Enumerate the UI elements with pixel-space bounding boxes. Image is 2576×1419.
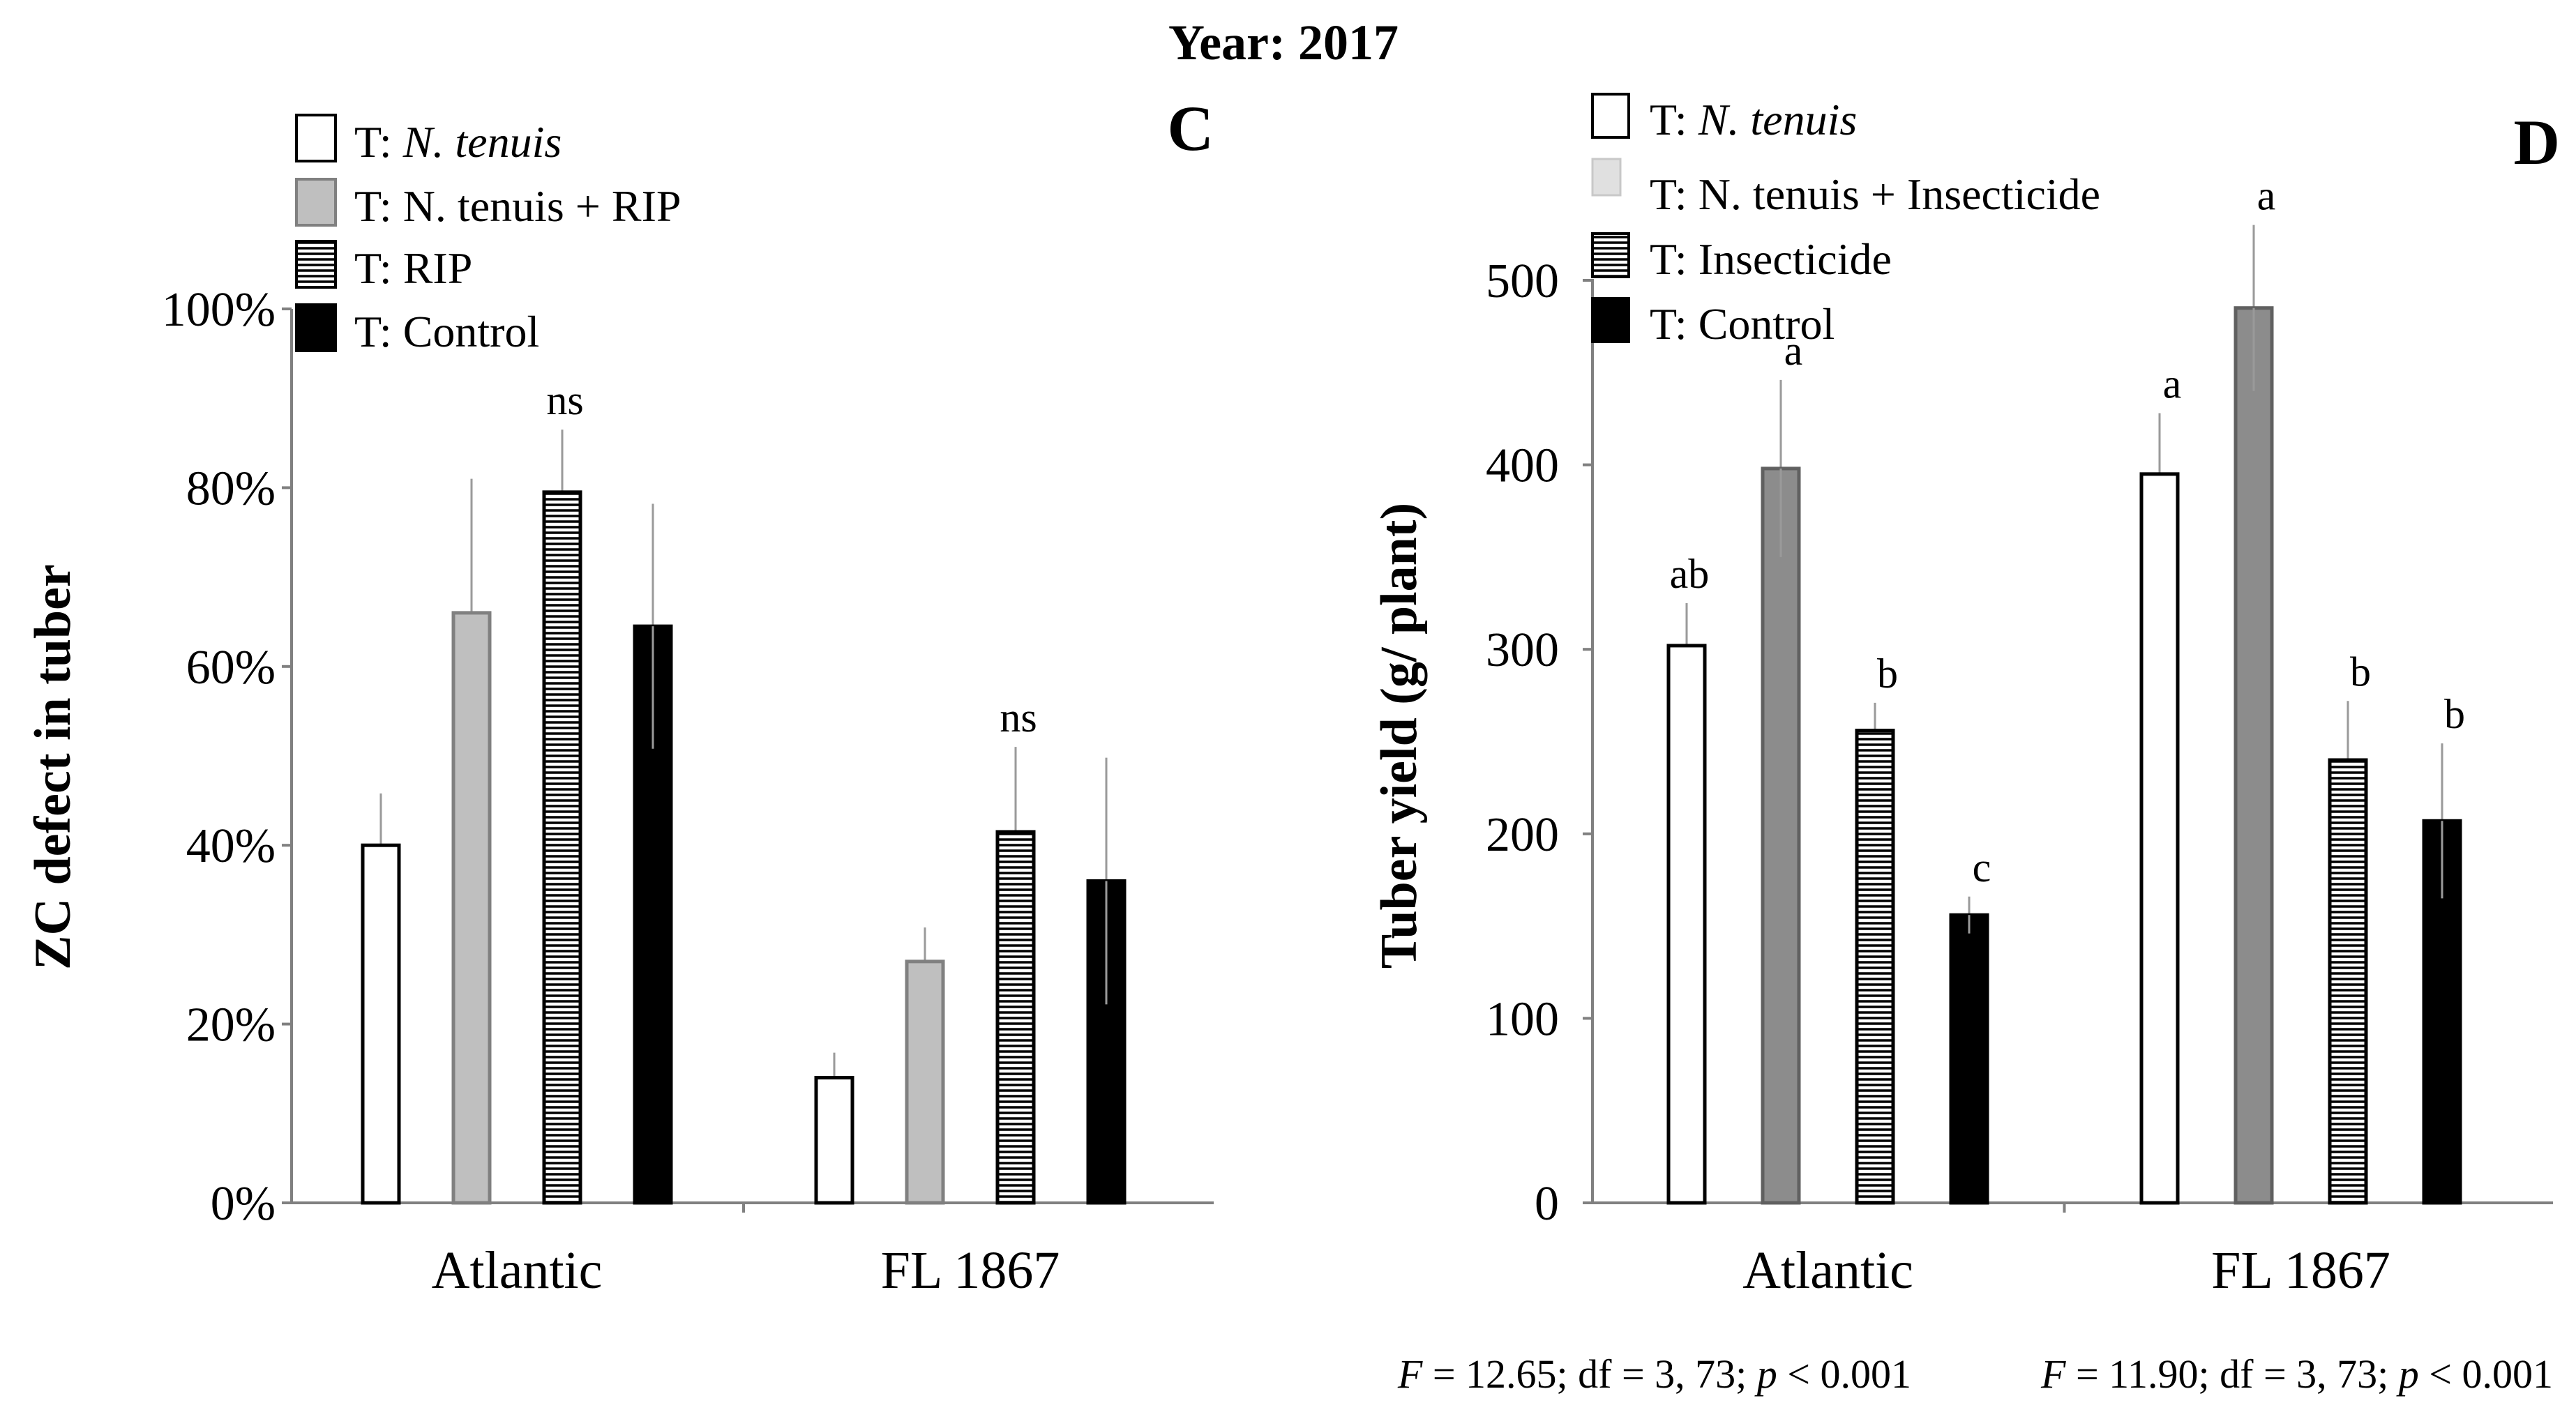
chart-d-stats: F = 11.90; df = 3, 73; p < 0.001	[2040, 1351, 2553, 1397]
bar	[451, 611, 492, 1205]
y-tick-label: 20%	[186, 999, 276, 1052]
significance-letter: b	[2444, 691, 2465, 737]
bar	[2139, 472, 2180, 1205]
legend-d-swatch-3	[1591, 232, 1630, 278]
legend-c-item-3: T: RIP	[295, 240, 472, 293]
legend-c-swatch-3	[295, 240, 337, 289]
significance-letter: a	[2257, 173, 2276, 219]
significance-letter: ns	[1000, 695, 1037, 741]
bar	[1855, 729, 1895, 1205]
x-category-label: FL 1867	[2211, 1241, 2390, 1300]
chart-c-stats: F = 12.65; df = 3, 73; p < 0.001	[1397, 1351, 1911, 1397]
significance-letter: b	[1877, 651, 1898, 697]
legend-d-label-4: T: Control	[1650, 299, 1835, 349]
bar	[1761, 466, 1801, 1205]
legend-d-item-4: T: Control	[1591, 297, 1835, 349]
significance-letter: ns	[546, 377, 583, 423]
bar	[995, 830, 1036, 1205]
bar	[2328, 758, 2368, 1205]
y-tick-label: 100%	[162, 283, 276, 337]
legend-d-swatch-4	[1591, 297, 1630, 343]
bar	[2234, 306, 2274, 1205]
panel-d-label: D	[2514, 107, 2560, 178]
y-tick-label: 200	[1486, 808, 1559, 862]
legend-c-item-1: T: N. tenuis	[295, 114, 562, 167]
y-tick-label: 500	[1486, 255, 1559, 308]
chart-d-ylabel: Tuber yield (g/ plant)	[1371, 503, 1428, 969]
panel-c-label: C	[1168, 93, 1214, 164]
y-tick-label: 60%	[186, 641, 276, 695]
y-tick-label: 80%	[186, 462, 276, 515]
legend-c-item-2: T: N. tenuis + RIP	[295, 178, 681, 231]
y-tick-label: 0	[1535, 1177, 1559, 1231]
chart-c-ylabel: ZC defect in tuber	[24, 564, 82, 970]
legend-c-label-4: T: Control	[354, 307, 539, 356]
legend-c-label-3: T: RIP	[354, 243, 472, 293]
figure-title: Year: 2017	[1168, 15, 1399, 70]
legend-d-item-3: T: Insecticide	[1591, 232, 1892, 284]
bar	[361, 843, 401, 1205]
significance-letter: a	[2163, 361, 2182, 407]
y-tick-label: 100	[1486, 992, 1559, 1046]
legend-d-swatch-2	[1591, 158, 1622, 197]
y-tick-label: 300	[1486, 623, 1559, 677]
legend-d-swatch-1	[1591, 93, 1630, 139]
y-tick-label: 40%	[186, 819, 276, 873]
y-tick-label: 0%	[211, 1177, 276, 1231]
significance-letter: ab	[1670, 551, 1710, 597]
bar	[1949, 913, 1989, 1205]
legend-d-label-1: T: N. tenuis	[1650, 95, 1857, 144]
y-tick-label: 400	[1486, 439, 1559, 493]
bar	[814, 1076, 854, 1205]
chart-c-legend: T: N. tenuis T: N. tenuis + RIP T: RIP T…	[295, 114, 681, 356]
legend-c-swatch-4	[295, 303, 337, 352]
legend-c-label-1: T: N. tenuis	[354, 117, 562, 167]
significance-letter: c	[1973, 844, 1991, 890]
significance-letter: b	[2350, 648, 2371, 695]
bar	[1666, 644, 1707, 1205]
x-category-label: FL 1867	[881, 1241, 1060, 1300]
legend-c-item-4: T: Control	[295, 303, 539, 356]
legend-d-label-3: T: Insecticide	[1650, 234, 1892, 284]
legend-c-swatch-1	[295, 114, 337, 162]
chart-d: D Tuber yield (g/ plant) 0 100 200 300 400 50…	[1371, 93, 2560, 1397]
bar	[905, 959, 945, 1205]
legend-c-label-2: T: N. tenuis + RIP	[354, 181, 681, 231]
legend-d-item-2: T: N. tenuis + Insecticide	[1591, 158, 2100, 219]
x-category-label: Atlantic	[432, 1241, 603, 1300]
x-category-label: Atlantic	[1742, 1241, 1913, 1300]
legend-d-label-2: T: N. tenuis + Insecticide	[1650, 169, 2100, 219]
bar	[542, 490, 582, 1205]
chart-c: C ZC defect in tuber 0%20%40%60%80%100% …	[24, 93, 1911, 1397]
significance-letter: a	[1784, 328, 1803, 374]
legend-c-swatch-2	[295, 178, 337, 227]
legend-d-item-1: T: N. tenuis	[1591, 93, 1857, 144]
chart-d-legend: T: N. tenuis T: N. tenuis + Insecticide …	[1591, 93, 2100, 349]
